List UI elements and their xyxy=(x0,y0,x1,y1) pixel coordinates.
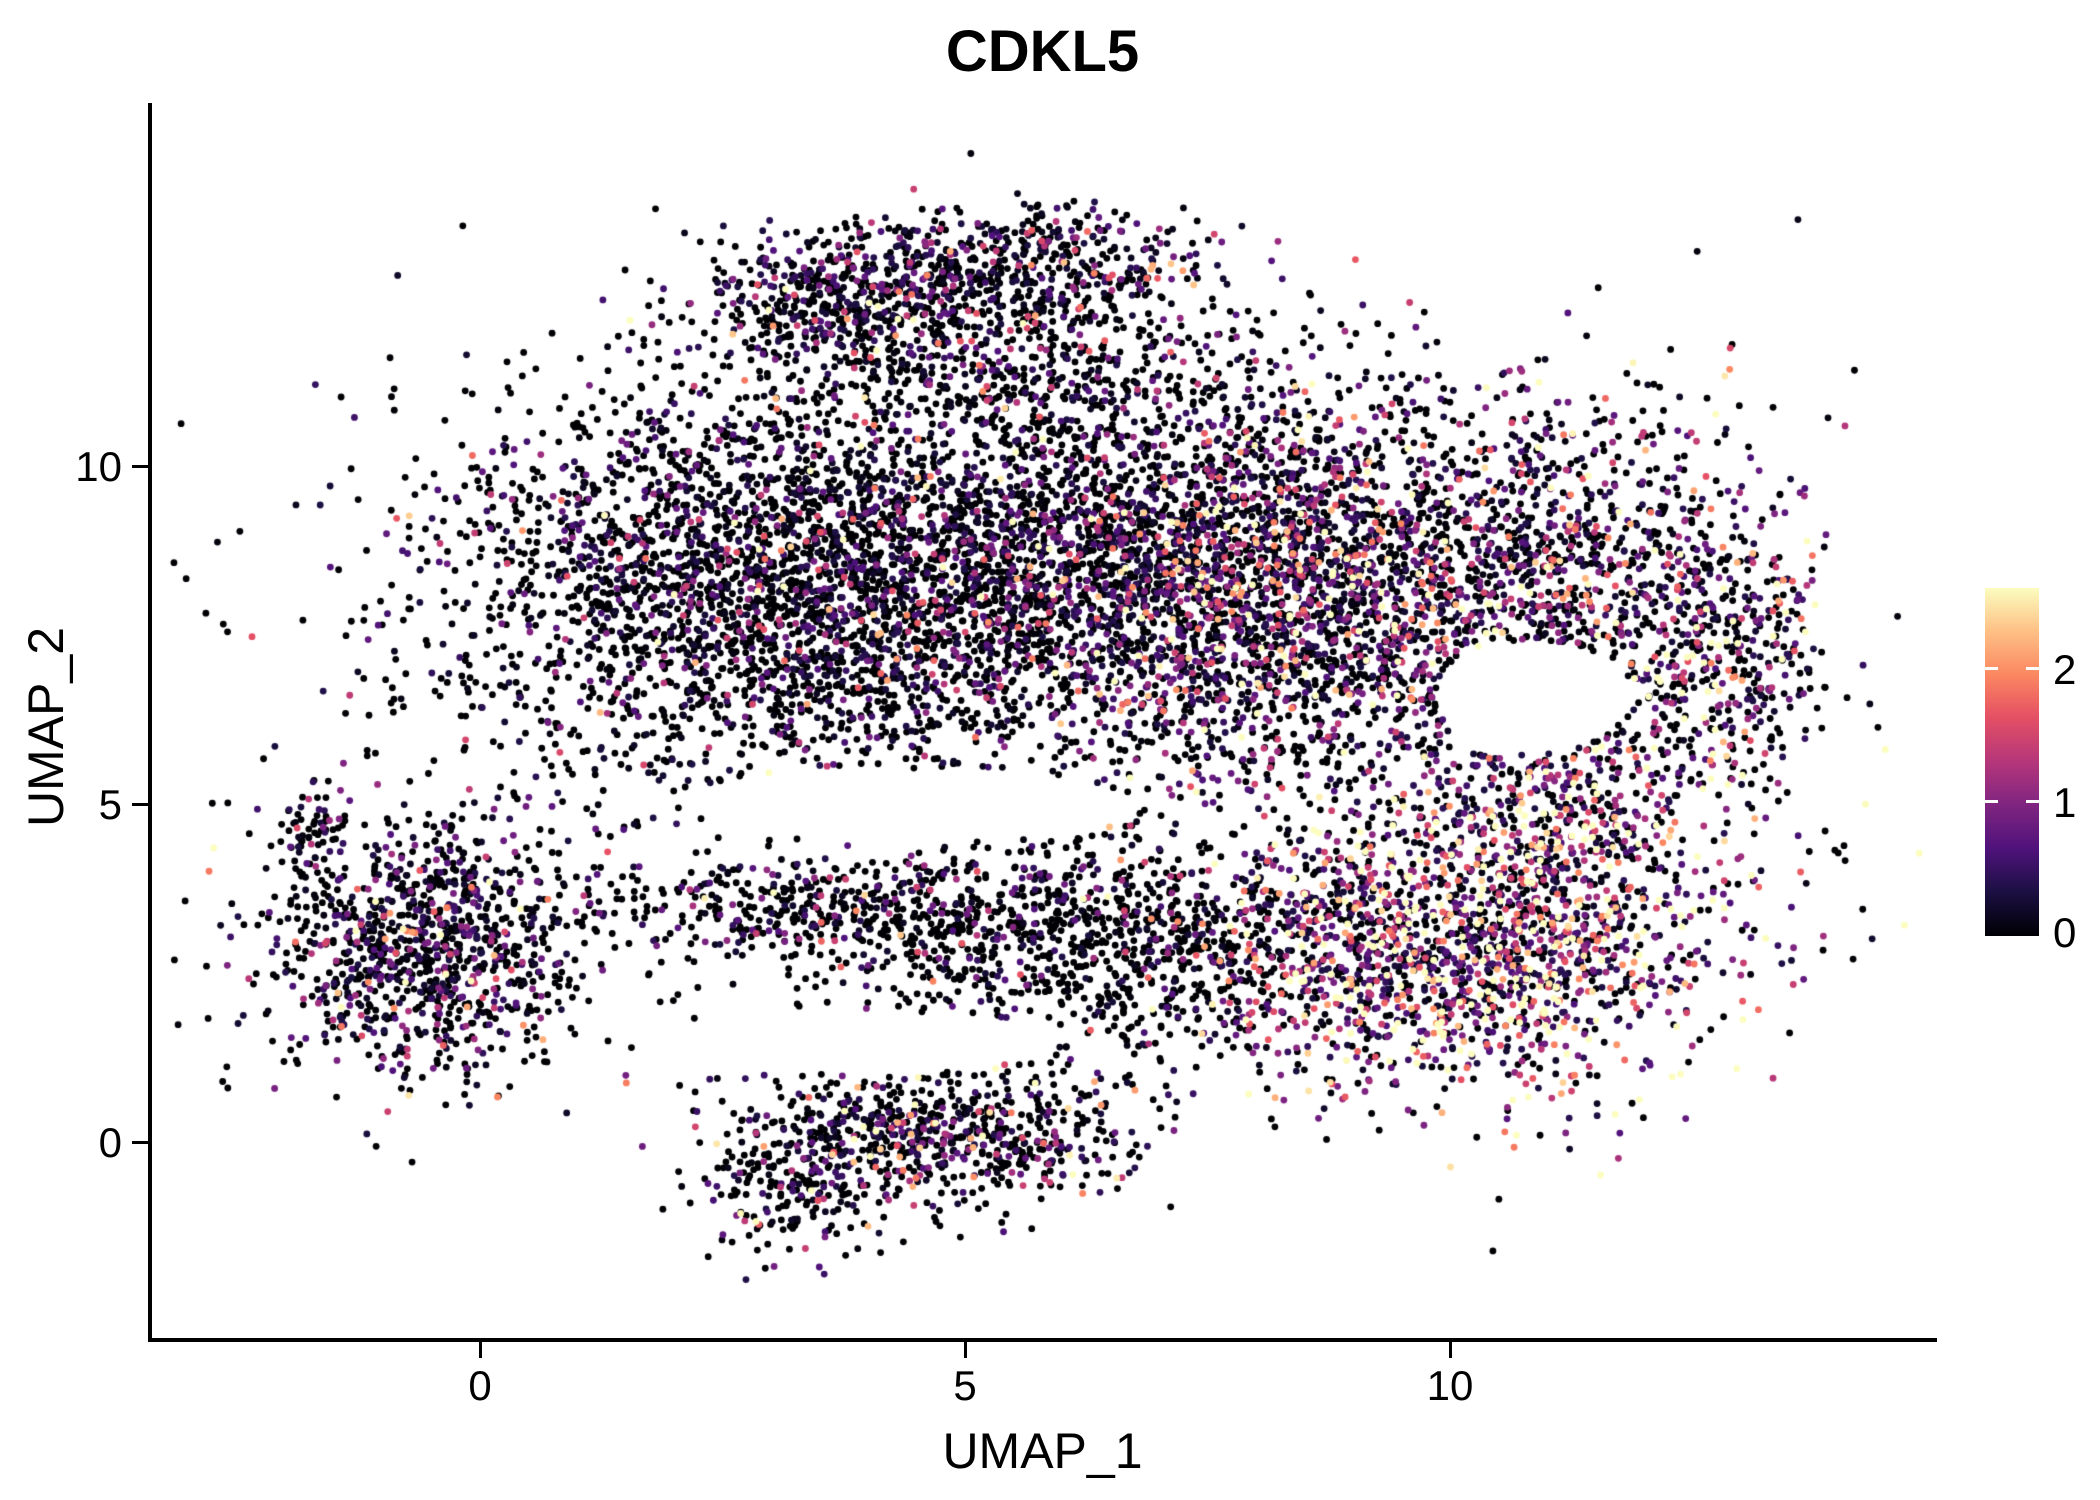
colorbar-tick-1 xyxy=(2026,800,2039,804)
y-tick-5 xyxy=(132,803,148,806)
x-tick-label: 0 xyxy=(468,1362,492,1409)
expression-colorbar xyxy=(1985,588,2039,936)
y-tick-label: 10 xyxy=(75,443,122,490)
y-axis-title: UMAP_2 xyxy=(18,626,74,828)
x-axis-line xyxy=(148,1338,1937,1342)
y-tick-0 xyxy=(132,1141,148,1144)
x-tick-label: 10 xyxy=(1426,1362,1474,1409)
plot-title: CDKL5 xyxy=(945,19,1140,84)
x-tick-5 xyxy=(964,1342,967,1358)
colorbar-tick-2 xyxy=(1985,667,1998,671)
y-tick-10 xyxy=(132,465,148,468)
x-tick-label: 5 xyxy=(953,1362,977,1409)
colorbar-label-2: 2 xyxy=(2053,646,2077,693)
scatter-canvas xyxy=(150,105,1935,1340)
y-tick-label: 0 xyxy=(98,1119,122,1166)
colorbar-label-1: 1 xyxy=(2053,779,2077,826)
y-tick-label: 5 xyxy=(98,781,122,828)
x-tick-0 xyxy=(479,1342,482,1358)
x-axis-title: UMAP_1 xyxy=(942,1423,1143,1479)
colorbar-tick-2 xyxy=(2026,667,2039,671)
colorbar-tick-1 xyxy=(1985,800,1998,804)
y-axis-line xyxy=(148,103,152,1342)
colorbar-label-0: 0 xyxy=(2053,909,2077,956)
x-tick-10 xyxy=(1449,1342,1452,1358)
